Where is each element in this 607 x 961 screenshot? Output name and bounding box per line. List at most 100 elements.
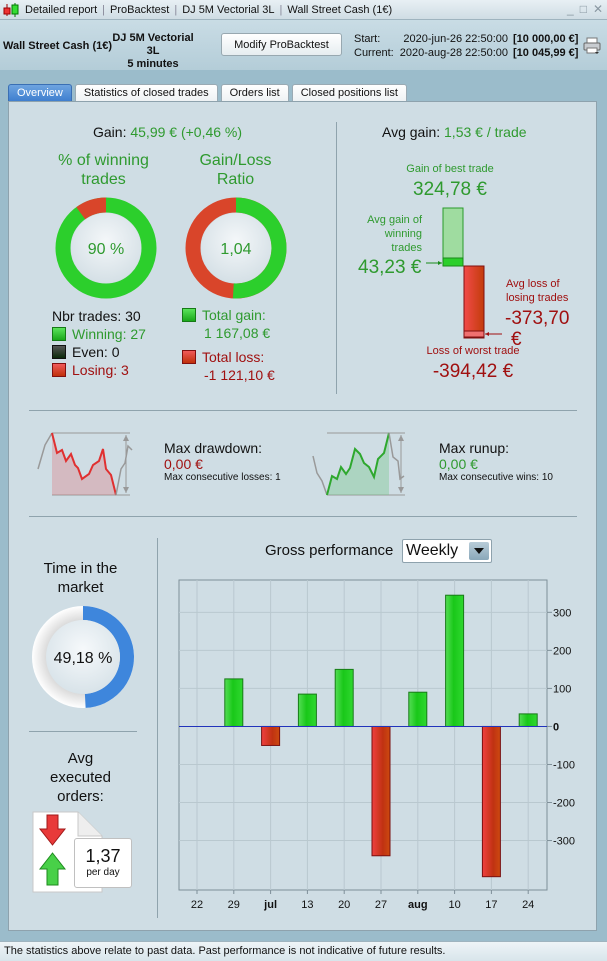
runup-area — [327, 433, 389, 495]
worst-trade-value: -394,42 € — [432, 361, 514, 382]
chart-bar-positive — [445, 594, 465, 727]
avg-win-line3: trades — [391, 242, 422, 254]
market-donut-center — [46, 620, 120, 694]
gross-performance-chart: 300 200 100 0 -100 -200 -300 22 29 jul 13 20 27 aug 1… — [178, 579, 575, 911]
minimize-icon[interactable]: _ — [567, 2, 574, 16]
total-gain-row: Total gain: — [182, 306, 275, 324]
avg-gain-value: 1,53 € / trade — [444, 124, 527, 140]
avg-gain-winning-value: 43,23 € — [358, 257, 422, 278]
breadcrumb-separator: | — [279, 3, 283, 16]
losing-count: Losing: 3 — [72, 362, 129, 378]
breadcrumb-detailed-report[interactable]: Detailed report — [25, 3, 98, 16]
total-loss-row: Total loss: — [182, 348, 275, 366]
runup-mini-chart — [312, 432, 405, 496]
chart-y-axis: 300 200 100 0 -100 -200 -300 — [547, 607, 575, 848]
winning-trades-title: % of winning trades — [46, 151, 161, 189]
backtest-period: Start: 2020-jun-26 22:50:00 [10 000,00 €… — [354, 32, 578, 60]
avg-gain-label: Avg gain: — [382, 124, 441, 140]
chart-bar-positive — [334, 668, 354, 727]
chart-x-tick-label: 22 — [191, 899, 203, 911]
avg-loss-arrowhead-icon — [485, 332, 489, 336]
maximize-icon[interactable]: □ — [579, 2, 587, 16]
chart-x-tick-label: 17 — [485, 899, 497, 911]
runup-arrowheads-icon — [398, 435, 404, 493]
winning-title-line1: % of winning — [58, 152, 149, 169]
market-title-line1: Time in the — [43, 560, 118, 577]
section-divider — [157, 538, 158, 918]
window-titlebar: Detailed report | ProBacktest | DJ 5M Ve… — [0, 0, 607, 20]
chart-y-tick-label: 300 — [553, 607, 571, 619]
ratio-title-line1: Gain/Loss — [199, 152, 272, 169]
nbr-trades: Nbr trades: 30 — [52, 308, 141, 324]
max-drawdown-label: Max drawdown: — [164, 440, 263, 456]
ratio-donut-center — [201, 213, 271, 283]
winning-donut-center — [71, 213, 141, 283]
chart-x-axis: 22 29 jul 13 20 27 aug 10 17 24 — [191, 890, 534, 911]
losing-count-row: Losing: 3 — [52, 361, 146, 379]
time-in-market-donut: 49,18 % — [32, 606, 135, 708]
chart-x-tick-label: 27 — [375, 899, 387, 911]
breadcrumb-separator: | — [174, 3, 178, 16]
max-drawdown-value: 0,00 € — [164, 456, 203, 472]
orders-title-line2: executed — [50, 769, 111, 786]
period-select[interactable]: Weekly — [402, 539, 492, 563]
black-square-icon — [52, 345, 66, 359]
green-square-icon — [182, 308, 196, 322]
report-header: Wall Street Cash (1€) DJ 5M Vectorial 3L… — [0, 20, 607, 70]
instrument-name: Wall Street Cash (1€) — [3, 40, 113, 52]
tab-closed-positions-list[interactable]: Closed positions list — [291, 84, 407, 101]
chart-bar-negative — [481, 725, 501, 878]
gain-loss-ratio-donut: 1,04 — [185, 197, 287, 299]
totals: Total gain: 1 167,08 € Total loss: -1 12… — [182, 306, 275, 384]
avg-gain-winning-label: Avg gain of winning trades — [352, 213, 422, 255]
candlestick-logo-icon — [2, 2, 20, 17]
gain-summary: Gain: 45,99 € (+0,46 %) — [93, 124, 242, 140]
winning-title-line2: trades — [81, 171, 126, 188]
chart-x-tick-label: 10 — [448, 899, 460, 911]
winning-donut-track — [55, 197, 157, 299]
drawdown-info: Max drawdown: 0,00 € Max consecutive los… — [164, 440, 281, 483]
start-amount: [10 000,00 €] — [513, 33, 579, 45]
tab-orders-list[interactable]: Orders list — [220, 84, 289, 101]
runup-pre-line — [312, 455, 328, 496]
breadcrumb-system[interactable]: DJ 5M Vectorial 3L — [182, 3, 275, 16]
gross-performance-label: Gross performance — [265, 542, 394, 559]
max-consecutive-wins: Max consecutive wins: 10 — [439, 472, 553, 483]
avg-loss-losing-value: -373,70 € — [505, 308, 569, 350]
chart-y-tick-label: 200 — [553, 645, 571, 657]
section-divider — [336, 122, 337, 394]
gain-label: Gain: — [93, 124, 127, 140]
system-info: DJ 5M Vectorial 3L 5 minutes — [112, 32, 194, 71]
breadcrumb-probacktest[interactable]: ProBacktest — [110, 3, 170, 16]
chevron-down-icon[interactable] — [469, 542, 489, 560]
system-name: DJ 5M Vectorial 3L — [112, 32, 194, 57]
worst-trade-label: Loss of worst trade — [426, 345, 520, 357]
red-square-icon — [52, 363, 66, 377]
chart-y-tick-label: 0 — [553, 721, 559, 733]
period-select-value: Weekly — [406, 542, 459, 559]
orders-per-day-box: 1,37 per day — [74, 838, 132, 888]
ratio-title-line2: Ratio — [216, 171, 255, 188]
gain-loss-ratio-title: Gain/Loss Ratio — [178, 151, 293, 189]
close-icon[interactable]: ✕ — [592, 2, 603, 16]
drawdown-post-line — [115, 444, 133, 496]
modify-probacktest-button[interactable]: Modify ProBacktest — [221, 33, 342, 56]
chart-y-tick-label: -300 — [553, 836, 575, 848]
breadcrumb-instrument[interactable]: Wall Street Cash (1€) — [287, 3, 393, 16]
avg-trade-bars — [426, 207, 502, 339]
printer-icon[interactable] — [583, 37, 601, 55]
max-runup-value: 0,00 € — [439, 456, 478, 472]
trades-breakdown: Nbr trades: 30 Winning: 27 Even: 0 Losin… — [52, 307, 146, 379]
start-label: Start: — [354, 33, 381, 45]
total-gain-label: Total gain: — [202, 307, 266, 323]
chart-bar-positive — [297, 693, 317, 727]
drawdown-area — [52, 433, 116, 495]
winning-count-row: Winning: 27 — [52, 325, 146, 343]
winning-donut-losing-arc — [76, 197, 107, 220]
runup-post-line — [388, 432, 405, 481]
market-donut-arc — [83, 606, 135, 708]
tab-statistics-closed-trades[interactable]: Statistics of closed trades — [74, 84, 218, 101]
tab-overview[interactable]: Overview — [8, 84, 72, 101]
ratio-value: 1,04 — [220, 241, 251, 258]
market-title-line2: market — [57, 579, 104, 596]
